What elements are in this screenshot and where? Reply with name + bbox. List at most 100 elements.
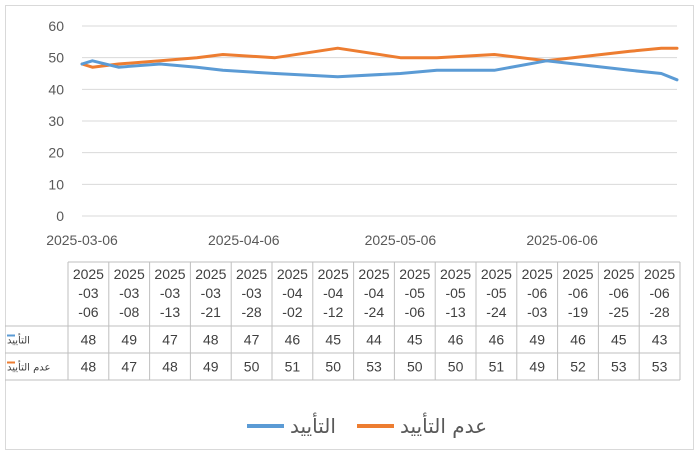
table-row-label: عدم التأييد bbox=[7, 360, 51, 374]
table-header-cell: -03 bbox=[78, 285, 98, 301]
table-header-cell: -06 bbox=[568, 285, 588, 301]
table-header-cell: -06 bbox=[527, 285, 547, 301]
table-value-cell: 50 bbox=[448, 359, 464, 375]
x-tick-label: 2025-03-06 bbox=[46, 232, 118, 248]
table-header-cell: 2025 bbox=[114, 266, 145, 282]
table-header-cell: -03 bbox=[119, 285, 139, 301]
table-value-cell: 48 bbox=[81, 332, 97, 348]
table-value-cell: 46 bbox=[570, 332, 586, 348]
table-header-cell: 2025 bbox=[73, 266, 104, 282]
table-value-cell: 46 bbox=[448, 332, 464, 348]
table-header-cell: 2025 bbox=[481, 266, 512, 282]
table-value-cell: 45 bbox=[407, 332, 423, 348]
table-header-cell: -19 bbox=[568, 304, 588, 320]
table-header-cell: -06 bbox=[405, 304, 425, 320]
x-tick-label: 2025-04-06 bbox=[208, 232, 280, 248]
table-header-cell: -04 bbox=[282, 285, 302, 301]
table-value-cell: 45 bbox=[325, 332, 341, 348]
table-header-cell: 2025 bbox=[603, 266, 634, 282]
table-value-cell: 46 bbox=[285, 332, 301, 348]
table-header-cell: -05 bbox=[486, 285, 506, 301]
table-header-cell: -12 bbox=[323, 304, 343, 320]
table-header-cell: 2025 bbox=[522, 266, 553, 282]
y-tick-label: 30 bbox=[48, 113, 64, 129]
table-value-cell: 49 bbox=[121, 332, 137, 348]
y-axis-ticks: 0 10 20 30 40 50 60 bbox=[48, 18, 64, 224]
table-header-cell: -03 bbox=[160, 285, 180, 301]
table-value-cell: 47 bbox=[121, 359, 137, 375]
table-row-label: التأييد bbox=[7, 333, 30, 347]
table-header-cell: 2025 bbox=[195, 266, 226, 282]
table-header-cell: 2025 bbox=[358, 266, 389, 282]
table-header-cell: -05 bbox=[445, 285, 465, 301]
table-header-cell: -03 bbox=[241, 285, 261, 301]
table-value-cell: 53 bbox=[366, 359, 382, 375]
table-header-cell: 2025 bbox=[154, 266, 185, 282]
table-value-cell: 50 bbox=[407, 359, 423, 375]
legend-label: التأييد bbox=[290, 412, 336, 438]
table-value-cell: 49 bbox=[529, 332, 545, 348]
table-value-cell: 47 bbox=[162, 332, 178, 348]
x-tick-label: 2025-06-06 bbox=[526, 232, 598, 248]
data-table: 2025 -03 -06 2025 -03 -08 2025 -03 -13 2025 -03 -21… bbox=[5, 261, 681, 381]
table-value-cell: 50 bbox=[325, 359, 341, 375]
table-header-cell: -13 bbox=[445, 304, 465, 320]
series-line bbox=[80, 46, 679, 69]
table-header-cell: -04 bbox=[364, 285, 384, 301]
legend-label: عدم التأييد bbox=[400, 412, 487, 438]
table-header-cell: -06 bbox=[609, 285, 629, 301]
table-value-cell: 48 bbox=[81, 359, 97, 375]
table-header-cell: -08 bbox=[119, 304, 139, 320]
table-value-cell: 51 bbox=[489, 359, 505, 375]
table-value-cell: 51 bbox=[285, 359, 301, 375]
table-value-cell: 48 bbox=[203, 332, 219, 348]
legend: التأييد عدم التأييد bbox=[247, 412, 487, 438]
table-header-cell: -24 bbox=[364, 304, 384, 320]
table-value-cell: 52 bbox=[570, 359, 586, 375]
table-header-cell: -06 bbox=[649, 285, 669, 301]
table-value-cell: 44 bbox=[366, 332, 382, 348]
y-tick-label: 40 bbox=[48, 81, 64, 97]
table-header-cell: 2025 bbox=[399, 266, 430, 282]
table-header-cell: -05 bbox=[405, 285, 425, 301]
y-tick-label: 20 bbox=[48, 145, 64, 161]
series-line bbox=[80, 59, 679, 82]
table-value-cell: 43 bbox=[652, 332, 668, 348]
table-header-cell: 2025 bbox=[277, 266, 308, 282]
table-value-cell: 53 bbox=[611, 359, 627, 375]
table-header-cell: -28 bbox=[649, 304, 669, 320]
table-value-cell: 49 bbox=[203, 359, 219, 375]
table-header-cell: -24 bbox=[486, 304, 506, 320]
table-header-cell: -06 bbox=[78, 304, 98, 320]
table-value-cell: 47 bbox=[244, 332, 260, 348]
table-value-cell: 50 bbox=[244, 359, 260, 375]
table-header-cell: 2025 bbox=[562, 266, 593, 282]
table-value-cell: 45 bbox=[611, 332, 627, 348]
table-header-cell: -13 bbox=[160, 304, 180, 320]
table-header-cell: -25 bbox=[609, 304, 629, 320]
table-header-cell: -03 bbox=[527, 304, 547, 320]
table-header-cell: -21 bbox=[201, 304, 221, 320]
x-axis-ticks: 2025-03-06 2025-04-06 2025-05-06 2025-06-06 bbox=[46, 232, 598, 248]
table-header-cell: -04 bbox=[323, 285, 343, 301]
series-lines bbox=[80, 46, 679, 82]
table-value-cell: 49 bbox=[529, 359, 545, 375]
table-header-cell: -28 bbox=[241, 304, 261, 320]
table-header-cell: 2025 bbox=[236, 266, 267, 282]
y-tick-label: 60 bbox=[48, 18, 64, 34]
y-tick-label: 0 bbox=[56, 208, 64, 224]
table-value-cell: 46 bbox=[489, 332, 505, 348]
y-tick-label: 10 bbox=[48, 176, 64, 192]
table-header-cell: -03 bbox=[201, 285, 221, 301]
table-header-cell: 2025 bbox=[318, 266, 349, 282]
table-header-cell: -02 bbox=[282, 304, 302, 320]
table-header-cell: 2025 bbox=[440, 266, 471, 282]
table-value-cell: 48 bbox=[162, 359, 178, 375]
table-header-cell: 2025 bbox=[644, 266, 675, 282]
chart-border bbox=[5, 5, 694, 450]
y-tick-label: 50 bbox=[48, 50, 64, 66]
table-value-cell: 53 bbox=[652, 359, 668, 375]
x-tick-label: 2025-05-06 bbox=[365, 232, 437, 248]
